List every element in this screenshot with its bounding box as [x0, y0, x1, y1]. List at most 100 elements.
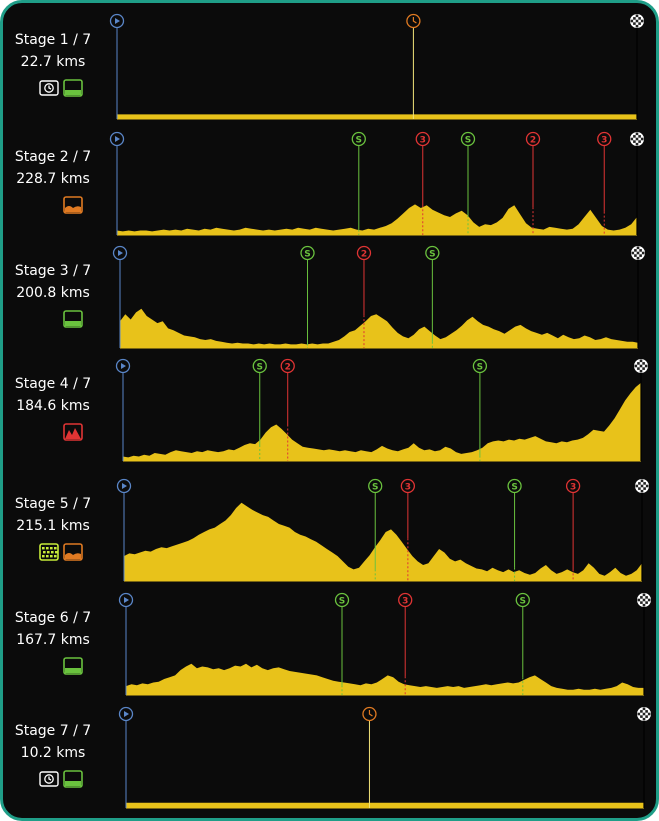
marker-finish[interactable] [630, 14, 644, 120]
stage-label-block: Stage 1 / 7 22.7 kms [3, 29, 103, 73]
marker-sprint[interactable]: S [334, 592, 350, 696]
terrain-badges [63, 657, 83, 677]
sprint-label: S [372, 482, 378, 492]
climb-marker-circle [415, 131, 430, 147]
marker-climb[interactable]: 3 [565, 478, 581, 582]
stage-label-block: Stage 7 / 7 10.2 kms [3, 720, 103, 764]
finish-flag-icon [634, 359, 648, 373]
terrain-badges [39, 543, 83, 563]
marker-finish[interactable] [635, 479, 649, 582]
sprint-label: S [429, 249, 435, 259]
start-play-icon [124, 711, 129, 717]
stage-number: Stage 5 / 7 [14, 496, 92, 512]
stage-number: Stage 1 / 7 [14, 32, 92, 48]
climb-category-label: 2 [361, 249, 367, 259]
marker-start[interactable] [118, 592, 134, 696]
marker-sprint[interactable]: S [507, 478, 522, 582]
marker-time[interactable] [362, 706, 377, 809]
marker-start[interactable] [109, 131, 125, 236]
cobbles-terrain-icon [39, 543, 59, 561]
marker-time[interactable] [406, 13, 421, 120]
sprint-marker-circle [472, 358, 488, 374]
marker-sprint[interactable]: S [368, 478, 383, 582]
stage-label-block: Stage 4 / 7 184.6 kms [3, 373, 103, 417]
sprint-label: S [511, 482, 517, 492]
marker-finish[interactable] [634, 359, 648, 462]
marker-finish[interactable] [637, 593, 651, 696]
marker-finish[interactable] [631, 246, 645, 349]
marker-climb[interactable]: 2 [280, 358, 295, 462]
sprint-label: S [257, 362, 263, 372]
climb-category-label: 3 [601, 135, 607, 145]
sprint-marker-circle [300, 245, 315, 261]
elevation-area [126, 663, 644, 695]
mountain-terrain-icon [63, 423, 83, 441]
sprint-label: S [520, 596, 526, 606]
stage-profile-chart[interactable]: S 2 S [113, 350, 651, 463]
sprint-label: S [477, 362, 483, 372]
marker-climb[interactable]: 3 [597, 131, 612, 236]
climb-category-label: 3 [405, 482, 411, 492]
stage-distance: 215.1 kms [16, 518, 90, 534]
marker-climb[interactable]: 2 [525, 131, 541, 236]
finish-flag-icon [637, 707, 651, 721]
marker-start[interactable] [109, 13, 125, 120]
stage-distance: 184.6 kms [16, 398, 90, 414]
marker-sprint[interactable]: S [300, 245, 315, 349]
climb-category-label: 2 [530, 135, 536, 145]
flat-terrain-icon [63, 79, 83, 97]
sprint-marker-circle [252, 358, 267, 374]
sprint-marker-circle [334, 592, 350, 608]
marker-climb[interactable]: 3 [415, 131, 430, 236]
climb-marker-circle [525, 131, 541, 147]
stage-profile-chart[interactable]: S 2 S [110, 237, 648, 350]
elevation-area [117, 114, 637, 119]
marker-finish[interactable] [637, 707, 651, 809]
stage-label-block: Stage 2 / 7 228.7 kms [3, 146, 103, 190]
terrain-badges [63, 196, 83, 216]
sprint-marker-circle [351, 131, 366, 147]
climb-marker-circle [597, 131, 612, 147]
marker-sprint[interactable]: S [351, 131, 366, 236]
sprint-label: S [304, 249, 310, 259]
marker-start[interactable] [116, 478, 132, 582]
stage-profile-chart[interactable] [116, 698, 654, 810]
climb-category-label: 3 [402, 596, 408, 606]
stage-number: Stage 4 / 7 [14, 376, 92, 392]
marker-start[interactable] [118, 706, 134, 809]
start-play-icon [122, 483, 127, 489]
marker-climb[interactable]: 2 [356, 245, 372, 349]
stage-profile-chart[interactable]: S 3 S 2 3 [107, 123, 647, 237]
marker-finish[interactable] [630, 132, 644, 236]
finish-flag-icon [630, 132, 644, 146]
stage-profile-chart[interactable]: S 3 S 3 [114, 470, 652, 583]
marker-sprint[interactable]: S [472, 358, 488, 462]
stage-number: Stage 3 / 7 [14, 263, 92, 279]
climb-category-label: 3 [420, 135, 426, 145]
marker-sprint[interactable]: S [515, 592, 530, 696]
marker-sprint[interactable]: S [252, 358, 267, 462]
marker-sprint[interactable]: S [425, 245, 440, 349]
individual-time-trial-icon [39, 79, 59, 97]
climb-category-label: 2 [285, 362, 291, 372]
stage-profile-chart[interactable]: S 3 S [116, 584, 654, 697]
climb-marker-circle [356, 245, 372, 261]
flat-terrain-icon [63, 657, 83, 675]
start-play-icon [115, 18, 120, 24]
climb-marker-circle [280, 358, 295, 374]
sprint-label: S [339, 596, 345, 606]
start-play-icon [121, 363, 126, 369]
climb-marker-circle [400, 478, 416, 494]
stage-profile-chart[interactable] [107, 5, 647, 121]
flat-terrain-icon [63, 310, 83, 328]
marker-start[interactable] [115, 358, 131, 462]
stage-label-block: Stage 3 / 7 200.8 kms [3, 260, 103, 304]
hilly-terrain-icon [63, 196, 83, 214]
marker-climb[interactable]: 3 [400, 478, 416, 582]
marker-climb[interactable]: 3 [398, 592, 413, 696]
marker-start[interactable] [112, 245, 128, 349]
start-play-icon [115, 136, 120, 142]
start-play-icon [124, 597, 129, 603]
marker-sprint[interactable]: S [460, 131, 476, 236]
